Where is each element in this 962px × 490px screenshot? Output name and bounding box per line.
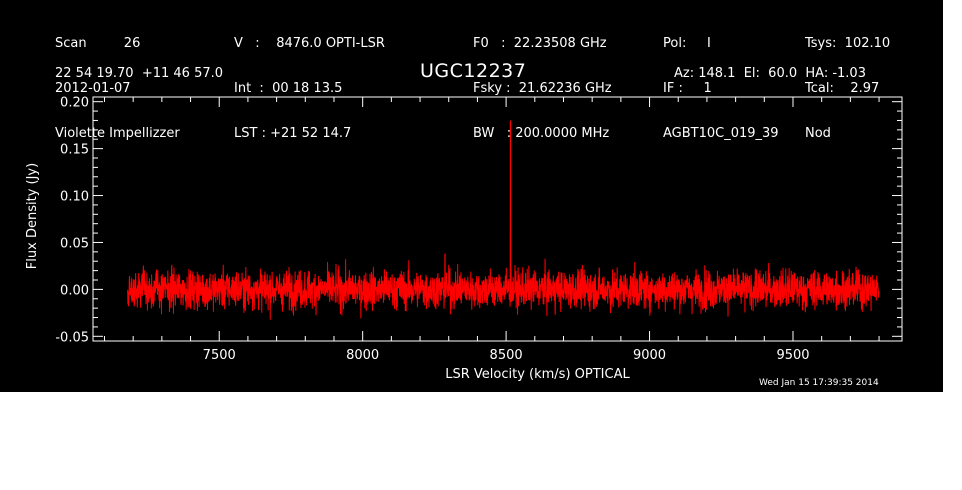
header-col-tsys: Tsys: 102.10 Tcal: 2.97 Nod xyxy=(805,6,890,171)
header-col-polarization: Pol: I IF : 1 AGBT10C_019_39 xyxy=(663,6,779,171)
y-axis-label: Flux Density (Jy) xyxy=(25,163,40,269)
az-el-ha: Az: 148.1 El: 60.0 HA: -1.03 xyxy=(674,66,866,81)
x-tick-label-7500: 7500 xyxy=(203,348,236,363)
y-tick-label-5: 0.20 xyxy=(60,96,89,111)
x-tick-label-8500: 8500 xyxy=(490,348,523,363)
tcal-line: Tcal: 2.97 xyxy=(805,81,880,96)
plot-frame xyxy=(92,96,903,342)
f0-line: F0 : 22.23508 GHz xyxy=(473,36,607,51)
procedure-line: Nod xyxy=(805,126,831,141)
header-col-velocity: V : 8476.0 OPTI-LSR Int : 00 18 13.5 LST… xyxy=(234,6,385,171)
header-col-frequency: F0 : 22.23508 GHz Fsky : 21.62236 GHz BW… xyxy=(473,6,612,171)
x-tick-label-8000: 8000 xyxy=(346,348,379,363)
x-tick-label-9500: 9500 xyxy=(776,348,809,363)
y-tick-label-2: 0.05 xyxy=(60,236,89,251)
x-axis-label: LSR Velocity (km/s) OPTICAL xyxy=(445,367,630,382)
timestamp: Wed Jan 15 17:39:35 2014 xyxy=(759,378,879,388)
coordinates: 22 54 19.70 +11 46 57.0 xyxy=(55,66,224,81)
spectrum-chart: 7500 8000 8500 9000 9500 -0.05 0.00 0.05 0.10 0.1… xyxy=(25,96,903,382)
y-tick-label-3: 0.10 xyxy=(60,190,89,205)
bw-line: BW : 200.0000 MHz xyxy=(473,126,610,141)
lst-line: LST : +21 52 14.7 xyxy=(234,126,352,141)
y-tick-label-1: 0.00 xyxy=(60,283,89,298)
y-tick-label-0: -0.05 xyxy=(55,330,89,345)
plot-panel: Scan 26 2012-01-07 Violette Impellizzer … xyxy=(0,0,943,392)
spectrum-trace xyxy=(127,120,880,320)
if-line: IF : 1 xyxy=(663,81,712,96)
header-col-scan: Scan 26 2012-01-07 Violette Impellizzer xyxy=(55,6,180,171)
observer-line: Violette Impellizzer xyxy=(55,126,180,141)
project-line: AGBT10C_019_39 xyxy=(663,126,779,141)
pol-line: Pol: I xyxy=(663,36,711,51)
y-tick-label-4: 0.15 xyxy=(60,143,89,158)
x-tick-label-9000: 9000 xyxy=(633,348,666,363)
source-name: UGC12237 xyxy=(420,60,527,82)
integration-line: Int : 00 18 13.5 xyxy=(234,81,343,96)
velocity-line: V : 8476.0 OPTI-LSR xyxy=(234,36,385,51)
scan-line: Scan 26 xyxy=(55,36,141,51)
tsys-line: Tsys: 102.10 xyxy=(805,36,891,51)
fsky-line: Fsky : 21.62236 GHz xyxy=(473,81,612,96)
date-line: 2012-01-07 xyxy=(55,81,131,96)
